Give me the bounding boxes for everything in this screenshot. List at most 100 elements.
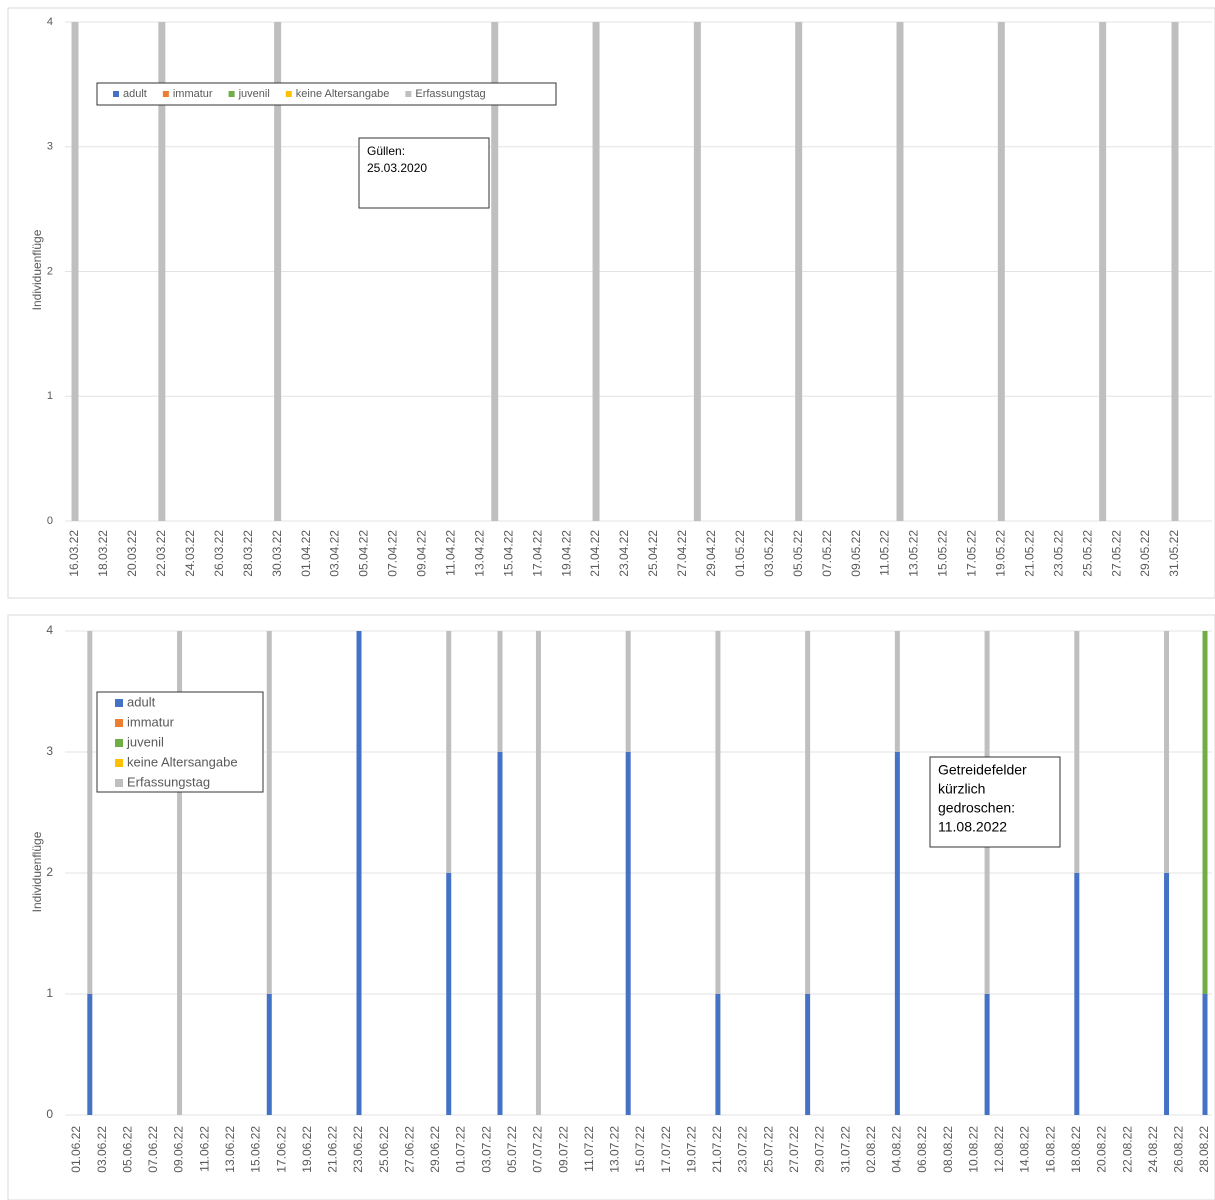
x-tick-label: 16.08.22 bbox=[1043, 1126, 1057, 1173]
legend-frame bbox=[96, 82, 557, 106]
x-tick-label: 12.08.22 bbox=[992, 1126, 1006, 1173]
x-tick-label: 01.04.22 bbox=[299, 530, 313, 577]
x-tick-label: 29.06.22 bbox=[428, 1126, 442, 1173]
x-tick-label: 13.05.22 bbox=[907, 530, 921, 577]
y-axis-label: Individuenflüge bbox=[30, 831, 44, 912]
bar-segment bbox=[71, 22, 79, 521]
x-tick-label: 07.04.22 bbox=[386, 530, 400, 577]
legend-label: juvenil bbox=[238, 88, 270, 100]
x-tick-label: 17.07.22 bbox=[659, 1126, 673, 1173]
x-tick-label: 26.03.22 bbox=[212, 530, 226, 577]
bar-segment bbox=[535, 631, 541, 1115]
bar-segment bbox=[446, 873, 452, 1115]
y-tick-label: 1 bbox=[47, 390, 53, 402]
bar-segment bbox=[266, 994, 272, 1115]
x-tick-label: 09.04.22 bbox=[415, 530, 429, 577]
x-tick-label: 23.05.22 bbox=[1051, 530, 1065, 577]
bar-segment bbox=[497, 631, 503, 752]
y-tick-label: 0 bbox=[47, 515, 53, 527]
x-tick-label: 06.08.22 bbox=[915, 1126, 929, 1173]
x-tick-label: 01.05.22 bbox=[733, 530, 747, 577]
x-tick-label: 19.07.22 bbox=[684, 1126, 698, 1173]
x-tick-label: 23.07.22 bbox=[736, 1126, 750, 1173]
x-tick-label: 02.08.22 bbox=[864, 1126, 878, 1173]
bar-segment bbox=[491, 22, 499, 521]
legend-swatch bbox=[115, 699, 123, 707]
bar-segment bbox=[87, 631, 93, 994]
x-tick-label: 16.03.22 bbox=[67, 530, 81, 577]
x-tick-label: 17.06.22 bbox=[274, 1126, 288, 1173]
y-tick-label: 2 bbox=[47, 265, 53, 277]
bar-segment bbox=[592, 22, 600, 521]
x-tick-label: 08.08.22 bbox=[941, 1126, 955, 1173]
legend-label: immatur bbox=[173, 88, 213, 100]
x-tick-label: 24.08.22 bbox=[1146, 1126, 1160, 1173]
x-tick-label: 26.08.22 bbox=[1172, 1126, 1186, 1173]
x-tick-label: 01.06.22 bbox=[69, 1126, 83, 1173]
x-tick-label: 03.05.22 bbox=[762, 530, 776, 577]
x-tick-label: 25.07.22 bbox=[761, 1126, 775, 1173]
x-tick-label: 31.05.22 bbox=[1167, 530, 1181, 577]
legend-label: immatur bbox=[127, 714, 175, 729]
legend-swatch bbox=[162, 91, 169, 97]
x-tick-label: 30.03.22 bbox=[270, 530, 284, 577]
x-tick-label: 11.07.22 bbox=[582, 1126, 596, 1172]
x-tick-label: 13.04.22 bbox=[472, 530, 486, 577]
x-tick-label: 23.04.22 bbox=[617, 530, 631, 577]
x-tick-label: 28.08.22 bbox=[1197, 1126, 1211, 1173]
legend-label: adult bbox=[127, 694, 156, 709]
x-tick-label: 22.03.22 bbox=[154, 530, 168, 577]
annotation-text: gedroschen: bbox=[938, 800, 1015, 816]
x-tick-label: 27.04.22 bbox=[675, 530, 689, 577]
x-tick-label: 03.06.22 bbox=[95, 1126, 109, 1173]
x-tick-label: 19.05.22 bbox=[993, 530, 1007, 577]
x-tick-label: 21.06.22 bbox=[326, 1126, 340, 1173]
legend-label: juvenil bbox=[126, 734, 164, 749]
legend-swatch bbox=[405, 91, 412, 97]
y-tick-label: 3 bbox=[47, 141, 53, 153]
bar-segment bbox=[896, 22, 904, 521]
bar-segment bbox=[693, 22, 701, 521]
x-tick-label: 07.05.22 bbox=[820, 530, 834, 577]
x-tick-label: 17.05.22 bbox=[965, 530, 979, 577]
legend-swatch bbox=[115, 719, 123, 727]
chart-frame bbox=[7, 614, 1215, 1200]
y-tick-label: 2 bbox=[46, 865, 53, 879]
x-tick-label: 11.05.22 bbox=[878, 530, 892, 576]
x-tick-label: 19.06.22 bbox=[300, 1126, 314, 1173]
x-tick-label: 27.06.22 bbox=[402, 1126, 416, 1173]
x-tick-label: 18.08.22 bbox=[1069, 1126, 1083, 1173]
x-tick-label: 11.04.22 bbox=[443, 530, 457, 576]
x-tick-label: 25.04.22 bbox=[646, 530, 660, 577]
bar-segment bbox=[997, 22, 1005, 521]
bar-segment bbox=[497, 752, 503, 1115]
x-tick-label: 09.05.22 bbox=[849, 530, 863, 577]
y-tick-label: 1 bbox=[46, 986, 53, 1000]
x-tick-label: 15.04.22 bbox=[501, 530, 515, 577]
x-tick-label: 09.07.22 bbox=[556, 1126, 570, 1173]
annotation-text: Güllen: bbox=[367, 144, 405, 158]
bar-segment bbox=[715, 994, 721, 1115]
bar-segment bbox=[625, 752, 631, 1115]
legend-frame bbox=[96, 691, 264, 793]
x-tick-label: 04.08.22 bbox=[890, 1126, 904, 1173]
annotation-box bbox=[358, 137, 490, 209]
bar-segment bbox=[158, 22, 166, 521]
legend-swatch bbox=[115, 759, 123, 767]
x-tick-label: 05.05.22 bbox=[791, 530, 805, 577]
x-tick-label: 07.07.22 bbox=[531, 1126, 545, 1173]
x-tick-label: 07.06.22 bbox=[146, 1126, 160, 1173]
legend-label: Erfassungstag bbox=[127, 774, 210, 789]
bar-segment bbox=[625, 631, 631, 752]
x-tick-label: 13.06.22 bbox=[223, 1126, 237, 1173]
annotation-text: kürzlich bbox=[938, 781, 985, 797]
x-tick-label: 18.03.22 bbox=[96, 530, 110, 577]
y-tick-label: 4 bbox=[46, 623, 53, 637]
y-tick-label: 0 bbox=[46, 1107, 53, 1121]
x-tick-label: 13.07.22 bbox=[608, 1126, 622, 1173]
bar-segment bbox=[274, 22, 282, 521]
x-tick-label: 25.06.22 bbox=[377, 1126, 391, 1173]
annotation-text: 11.08.2022 bbox=[938, 819, 1007, 835]
x-tick-label: 20.08.22 bbox=[1095, 1126, 1109, 1173]
